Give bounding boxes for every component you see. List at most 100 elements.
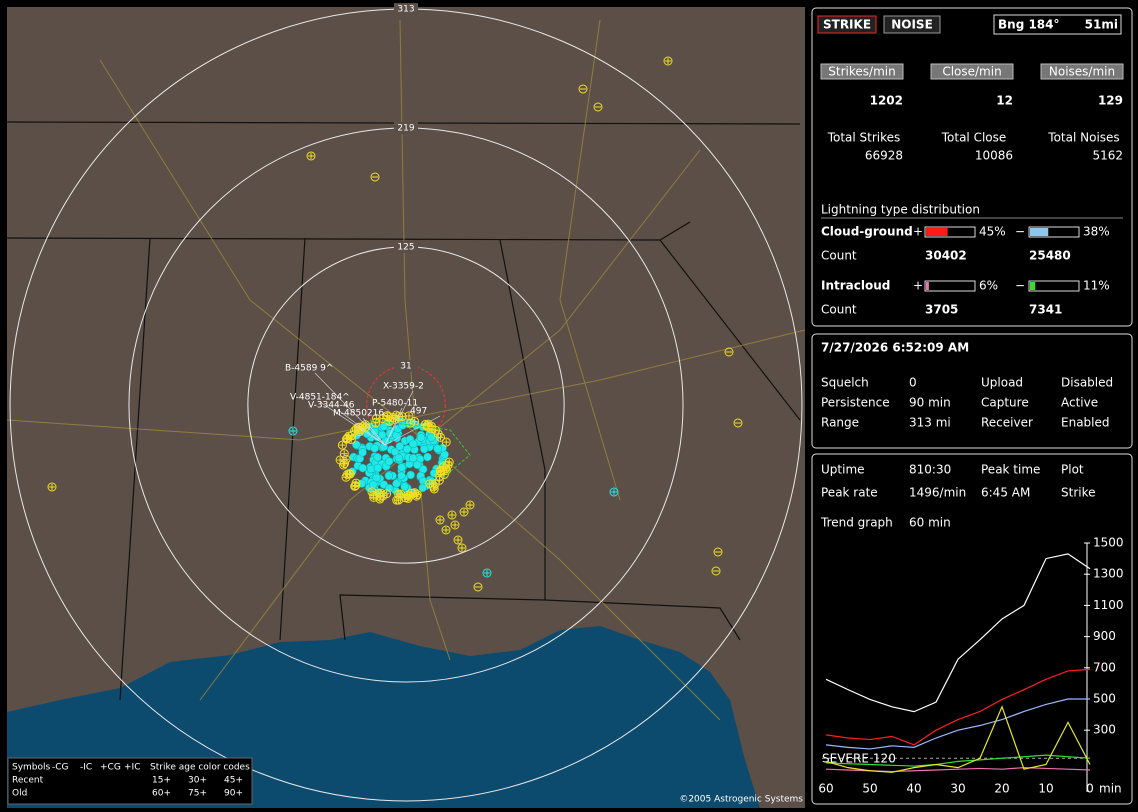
count-value: 3705 bbox=[925, 303, 958, 317]
strike bbox=[419, 444, 429, 454]
type-name: Intracloud bbox=[821, 279, 890, 293]
x-tick-label: 60 bbox=[818, 782, 833, 796]
stat: Trend graph bbox=[820, 516, 893, 530]
trend-line bbox=[825, 754, 1091, 767]
distance: 51mi bbox=[1085, 18, 1118, 32]
stat: Peak time bbox=[981, 463, 1040, 477]
strike-symbol bbox=[351, 478, 361, 488]
noise-button[interactable] bbox=[883, 15, 941, 34]
strike bbox=[352, 440, 361, 449]
legend-age: 45+ bbox=[224, 776, 243, 786]
legend-row: Recent bbox=[12, 776, 44, 786]
legend-col: -IC bbox=[80, 763, 92, 773]
ring-label: 219 bbox=[397, 123, 414, 133]
strike bbox=[408, 439, 418, 449]
strike-symbol bbox=[383, 412, 393, 422]
storm-label: V-4851-184^ bbox=[290, 393, 350, 403]
strike-symbol bbox=[422, 421, 432, 431]
storm-label: M-4850216 bbox=[333, 409, 384, 419]
y-tick-label: 1500 bbox=[1093, 536, 1124, 550]
rate-label-box bbox=[820, 63, 904, 80]
strike-symbol bbox=[435, 467, 445, 477]
y-tick-label: 1300 bbox=[1093, 567, 1124, 581]
stat: Strike bbox=[1061, 486, 1096, 500]
storm-label: P-5480-11 bbox=[372, 399, 418, 409]
severe-value: 120 bbox=[873, 751, 896, 765]
strike bbox=[412, 460, 422, 470]
rate-label: Strikes/min bbox=[828, 65, 895, 79]
strike-symbol bbox=[609, 487, 619, 497]
y-tick-label: 500 bbox=[1093, 692, 1116, 706]
strike-symbol bbox=[354, 427, 364, 437]
stat: 1496/min bbox=[909, 486, 966, 500]
strike-symbol bbox=[473, 582, 483, 592]
rate-label: Close/min bbox=[942, 65, 1001, 79]
x-tick-label: 0 bbox=[1086, 782, 1094, 796]
legend-age: 75+ bbox=[188, 789, 207, 799]
sign: − bbox=[1015, 279, 1025, 293]
strike-symbol bbox=[338, 460, 348, 470]
setting: Squelch bbox=[821, 376, 869, 390]
strike bbox=[358, 448, 367, 457]
strike-symbol bbox=[711, 566, 721, 576]
strike bbox=[400, 482, 409, 491]
strike bbox=[418, 483, 427, 493]
strike-symbol bbox=[663, 56, 673, 66]
count-value: 25480 bbox=[1029, 249, 1071, 263]
storm-label: V-3344-46 bbox=[308, 401, 355, 411]
strike-symbol bbox=[371, 414, 381, 424]
strike bbox=[373, 463, 383, 473]
bar-outline bbox=[1028, 226, 1080, 238]
strike bbox=[390, 447, 400, 457]
strike-symbol bbox=[376, 488, 386, 498]
strike-symbol bbox=[593, 102, 603, 112]
strike-symbol bbox=[428, 482, 438, 492]
total-label: Total Close bbox=[941, 131, 1007, 145]
count-value: 30402 bbox=[925, 249, 967, 263]
y-tick-label: 900 bbox=[1093, 629, 1116, 643]
strike-symbol bbox=[441, 437, 451, 447]
setting: 90 min bbox=[909, 396, 951, 410]
y-tick-label: 1100 bbox=[1093, 598, 1124, 612]
setting: Disabled bbox=[1061, 376, 1113, 390]
bar-outline bbox=[1028, 280, 1080, 292]
storm-leader bbox=[362, 417, 386, 446]
legend-age: 90+ bbox=[224, 789, 243, 799]
setting: Receiver bbox=[981, 416, 1033, 430]
setting: Active bbox=[1061, 396, 1098, 410]
legend-col: +CG bbox=[100, 763, 121, 773]
strike-button[interactable] bbox=[817, 15, 877, 34]
ring-label: 313 bbox=[397, 5, 414, 15]
count-value: 7341 bbox=[1029, 303, 1062, 317]
bearing: Bng 184° bbox=[998, 18, 1060, 32]
strike-symbol bbox=[404, 411, 414, 421]
strike-symbol bbox=[713, 547, 723, 557]
storm-leader bbox=[337, 409, 386, 446]
strike-symbol bbox=[400, 493, 410, 503]
strike-symbol bbox=[342, 434, 352, 444]
percent: 6% bbox=[979, 279, 998, 293]
legend-title: Strike age color codes bbox=[150, 763, 250, 773]
strike bbox=[370, 444, 379, 453]
strike bbox=[358, 463, 367, 473]
percent: 38% bbox=[1083, 225, 1110, 239]
x-tick-label: 40 bbox=[906, 782, 921, 796]
legend-age: 60+ bbox=[152, 789, 171, 799]
rate-value: 12 bbox=[996, 94, 1013, 108]
ring-label: 125 bbox=[397, 242, 414, 252]
legend-title: Symbols bbox=[12, 763, 51, 773]
strike-symbol bbox=[457, 543, 467, 553]
strike bbox=[394, 453, 404, 463]
noise-button-label: NOISE bbox=[891, 18, 933, 32]
rate-value: 129 bbox=[1098, 94, 1123, 108]
x-tick-label: 50 bbox=[862, 782, 877, 796]
strike bbox=[377, 430, 387, 440]
strike-symbol bbox=[435, 515, 445, 525]
strike-symbol bbox=[724, 347, 734, 357]
legend-box bbox=[7, 757, 253, 805]
bar bbox=[926, 228, 948, 236]
strike-symbol bbox=[450, 520, 460, 530]
strike bbox=[392, 479, 401, 488]
strike-symbol bbox=[443, 460, 453, 470]
strike bbox=[395, 442, 405, 451]
